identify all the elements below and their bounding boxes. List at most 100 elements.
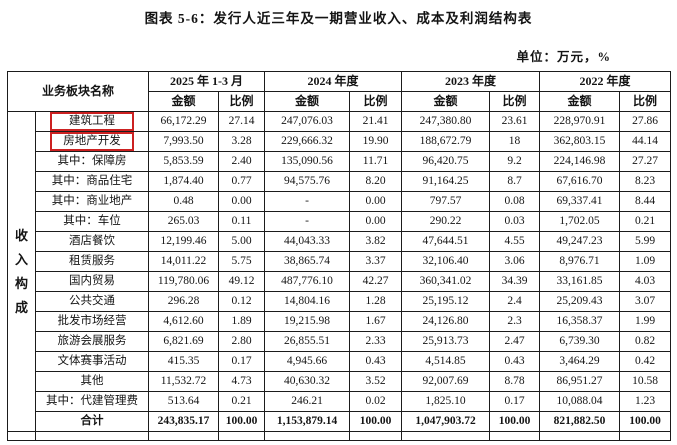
ratio-cell: 5.99	[619, 231, 672, 253]
amount-cell: 188,672.79	[401, 131, 491, 153]
cutoff-cell	[34, 431, 150, 442]
ratio-cell: 100.00	[349, 411, 403, 433]
ratio-header: 比例	[349, 91, 403, 112]
amount-cell: 49,247.23	[539, 231, 621, 253]
segment-label: 其他	[80, 375, 104, 388]
amount-cell: 362,803.15	[539, 131, 621, 153]
ratio-cell: 1.28	[349, 291, 403, 313]
amount-cell: 1,825.10	[401, 391, 491, 413]
amount-cell: 6,739.30	[539, 331, 621, 353]
ratio-cell: 1.09	[619, 251, 672, 273]
period-header-2025: 2025 年 1-3 月	[148, 71, 266, 92]
ratio-cell: 21.41	[349, 110, 403, 133]
amount-cell: 14,011.22	[148, 251, 220, 273]
ratio-cell: 0.03	[489, 211, 541, 233]
amount-cell: 246.21	[264, 391, 351, 413]
cutoff-cell	[218, 431, 266, 442]
amount-cell: -	[264, 191, 351, 213]
amount-cell: 26,855.51	[264, 331, 351, 353]
ratio-cell: 23.61	[489, 110, 541, 133]
ratio-cell: 0.00	[349, 211, 403, 233]
segment-label: 其中：商业地产	[51, 195, 133, 208]
segment-label-cell: 其中：代建管理费	[34, 391, 150, 413]
amount-cell: 4,514.85	[401, 351, 491, 373]
segment-label-cell: 其中：商业地产	[34, 191, 150, 213]
segment-label-cell: 其中：车位	[34, 211, 150, 233]
segment-label: 房地产开发	[50, 132, 134, 151]
ratio-cell: 0.11	[218, 211, 266, 233]
amount-cell: 25,195.12	[401, 291, 491, 313]
segment-label-cell: 其中：保障房	[34, 151, 150, 173]
ratio-cell: 0.43	[489, 351, 541, 373]
table-row: 其中：车位 265.03 0.11-0.00 290.22 0.03 1,702.05 0.…	[8, 211, 672, 233]
segment-label: 批发市场经营	[57, 315, 127, 328]
side-label-char: 入	[14, 251, 28, 267]
cutoff-cell	[7, 431, 36, 442]
amount-header: 金额	[401, 91, 491, 112]
amount-cell: 44,043.33	[264, 231, 351, 253]
cutoff-row	[7, 431, 672, 442]
side-label-char: 收	[14, 227, 28, 243]
amount-cell: 33,161.85	[539, 271, 621, 293]
segment-label-cell: 公共交通	[34, 291, 150, 313]
side-label-char: 构	[14, 275, 28, 291]
amount-cell: 265.03	[148, 211, 220, 233]
amount-cell: 32,106.40	[401, 251, 491, 273]
segment-label: 国内贸易	[69, 275, 115, 288]
ratio-header: 比例	[218, 91, 266, 112]
amount-cell: 1,702.05	[539, 211, 621, 233]
ratio-cell: 27.27	[619, 151, 672, 173]
segment-label: 其中：代建管理费	[46, 395, 138, 408]
amount-cell: 1,047,903.72	[401, 411, 491, 433]
ratio-cell: 10.58	[619, 371, 672, 393]
amount-cell: 91,164.25	[401, 171, 491, 193]
ratio-cell: 1.67	[349, 311, 403, 333]
ratio-cell: 49.12	[218, 271, 266, 293]
segment-label: 公共交通	[69, 295, 115, 308]
ratio-cell: 0.21	[218, 391, 266, 413]
period-header-2024: 2024 年度	[264, 71, 403, 92]
amount-cell: 247,380.80	[401, 110, 491, 133]
cutoff-cell	[539, 431, 621, 442]
amount-cell: 19,215.98	[264, 311, 351, 333]
ratio-cell: 2.4	[489, 291, 541, 313]
table-row: 其中：保障房 5,853.59 2.40 135,090.56 11.71 96,420.…	[8, 151, 672, 173]
amount-cell: 40,630.32	[264, 371, 351, 393]
amount-cell: 69,337.41	[539, 191, 621, 213]
ratio-cell: 8.23	[619, 171, 672, 193]
ratio-cell: 27.86	[619, 110, 672, 133]
ratio-cell: 18	[489, 131, 541, 153]
amount-cell: 16,358.37	[539, 311, 621, 333]
total-row: 合计 243,835.17 100.00 1,153,879.14 100.00 1,04…	[8, 411, 672, 433]
amount-cell: 67,616.70	[539, 171, 621, 193]
segment-label: 其中：商品住宅	[51, 175, 133, 188]
period-header-2022: 2022 年度	[539, 71, 672, 92]
ratio-cell: 11.71	[349, 151, 403, 173]
amount-cell: 25,209.43	[539, 291, 621, 313]
ratio-cell: 0.42	[619, 351, 672, 373]
table-row: 其中：代建管理费 513.64 0.21 246.21 0.02 1,825.10 0.17…	[8, 391, 672, 413]
cutoff-cell	[619, 431, 672, 442]
ratio-cell: 0.00	[349, 191, 403, 213]
amount-cell: 3,464.29	[539, 351, 621, 373]
ratio-cell: 8.78	[489, 371, 541, 393]
amount-cell: 415.35	[148, 351, 220, 373]
ratio-cell: 1.23	[619, 391, 672, 413]
amount-cell: 6,821.69	[148, 331, 220, 353]
amount-cell: 4,945.66	[264, 351, 351, 373]
amount-cell: 94,575.76	[264, 171, 351, 193]
segment-label: 建筑工程	[50, 112, 134, 131]
amount-cell: 360,341.02	[401, 271, 491, 293]
ratio-cell: 3.52	[349, 371, 403, 393]
amount-cell: 247,076.03	[264, 110, 351, 133]
ratio-cell: 0.02	[349, 391, 403, 413]
amount-cell: 0.48	[148, 191, 220, 213]
amount-cell: 487,776.10	[264, 271, 351, 293]
ratio-cell: 9.2	[489, 151, 541, 173]
revenue-structure-table: 业务板块名称 2025 年 1-3 月 2024 年度 2023 年度 2022…	[6, 71, 672, 442]
amount-cell: 135,090.56	[264, 151, 351, 173]
amount-cell: 1,153,879.14	[264, 411, 351, 433]
segment-label-cell: 文体赛事活动	[34, 351, 150, 373]
ratio-cell: 0.17	[218, 351, 266, 373]
table-row: 收入构成建筑工程 66,172.29 27.14 247,076.03 21.41 247…	[7, 110, 672, 433]
